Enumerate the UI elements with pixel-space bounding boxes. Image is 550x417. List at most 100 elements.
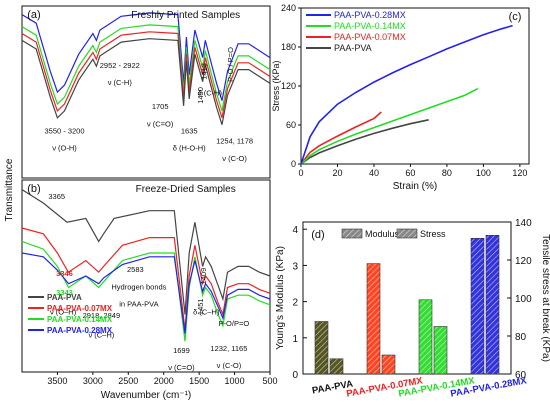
annotation: 3343 [56,288,73,297]
annotation: 1254, 1178 [216,137,253,146]
annotation: ν (C-H) [108,78,133,87]
spectrum-PAA-PVA [21,189,271,315]
x-tick-label: 40 [369,168,379,178]
panel-title: Freshly Printed Samples [131,10,240,21]
annotation: 1635 [181,126,198,135]
x-tick-label: 3500 [47,376,67,386]
spectrum-PAA-PVA-0.07MX [21,227,271,330]
y-tick-label: 240 [281,3,296,13]
x-tick-label: 2500 [118,376,138,386]
legend-entry: PAA-PVA [334,43,372,53]
y-tick-label: 3 [292,261,298,272]
y-tick-label: 1 [292,334,298,345]
y2-tick-label: 140 [515,218,532,229]
legend-entry: PAA-PVA-0.07MX [47,304,113,313]
y2-tick-label: 60 [515,370,527,381]
legend-entry: PAA-PVA-0.14MX [47,315,113,324]
legend-entry: PAA-PVA-0.07MX [334,32,406,42]
annotation: 1451 [196,298,205,315]
y-tick-label: 180 [281,42,296,52]
y-axis-label: Transmittance [4,158,15,221]
panel-d: 0 1 2 3 4 60 80 100 120 140 Young's Modulus (KPa) T… [275,218,550,400]
legend-swatch [396,228,418,239]
annotation: ν (C=O) [168,363,195,372]
annotation: ν (O-H) [52,143,77,152]
x-tick-label: 20 [332,168,342,178]
y2-tick-label: 80 [515,332,527,343]
y-tick-label: 120 [281,81,296,91]
annotation: δ (C–H) [193,307,220,316]
x-tick-label: 80 [442,168,452,178]
legend-entry: Modulus [365,229,400,239]
x-tick-label: 120 [512,168,527,178]
bar-stress [485,235,500,375]
legend-entry: Stress [420,229,446,239]
y-tick-label: 2 [292,298,298,309]
bar-stress [329,358,344,375]
annotation: 3365 [48,192,65,201]
y-tick-label: 0 [292,370,298,381]
panel-label: (a) [27,9,40,21]
bar-stress [381,354,396,375]
bar-modulus [366,263,381,375]
annotation: 1413 [200,63,209,80]
annotation: ν (C–H) [88,330,114,339]
curve-PAA-PVA-0.14MX [300,87,479,165]
panel-label: (d) [311,229,324,241]
y2-axis-label: Tensile stress at break (KPa) [540,234,550,362]
x-tick-label: 1000 [225,376,245,386]
annotation: P-O / P=O [226,47,235,82]
curve-PAA-PVA-0.28MX [300,24,513,165]
y-tick-label: 4 [292,225,298,236]
y-axis-label: Young's Modulus (KPa) [275,246,286,350]
y-tick-label: 60 [286,120,296,130]
panel-a: (a) Freshly Printed Samples 3550 - 3200 ν (… [21,5,271,179]
panel-title: Freeze-Dried Samples [136,184,236,195]
spectrum-PAA-PVA [21,38,271,125]
x-tick-label: 1500 [189,376,209,386]
annotation: 2583 [127,265,144,274]
annotation: 1450 [196,87,205,104]
annotation: ν (C-O) [217,361,242,370]
x-tick-label: 500 [262,376,277,386]
legend-entry: PAA-PVA-0.28MX [47,326,113,335]
x-tick-label: 100 [476,168,491,178]
bar-stress [433,326,448,375]
annotation: P-O/P=O [219,319,250,328]
bar-modulus [314,321,329,375]
panel-b: (b) Freeze-Dried Samples 3365 3346 3343 ν (O–… [21,179,278,401]
annotation: 1699 [173,346,190,355]
annotation: ν (C=O) [147,119,174,128]
x-axis-label: Wavenumber (cm⁻¹) [101,390,191,401]
spectrum-PAA-PVA-0.28MX [21,252,271,334]
annotation: 2952 - 2922 [100,61,140,70]
panel-frame [21,5,271,179]
x-axis-label: Strain (%) [393,181,437,192]
panel-label: (c) [509,11,522,23]
annotation: Hydrogen bonds [111,282,166,291]
legend-entry: PAA-PVA [47,293,82,302]
curve-PAA-PVA-0.07MX [300,111,382,165]
x-tick-label: 60 [405,168,415,178]
annotation: ν (C-O) [222,154,247,163]
annotation: 1232, 1165 [210,344,247,353]
y2-tick-label: 120 [515,256,532,267]
x-tick-label: 2000 [154,376,174,386]
annotation: 2918, 2849 [83,311,121,320]
legend-swatch [341,228,363,239]
annotation: 3346 [56,269,73,278]
annotation: δ (C-H) [197,88,222,97]
annotation: 1705 [152,102,169,111]
curve-PAA-PVA [300,119,429,165]
annotation: 1409 [199,268,208,285]
annotation: in PAA-PVA [119,300,158,309]
panel-c: 0 60 120 180 240 0 20 40 60 80 100 120 Strain (%) Str… [271,3,530,192]
annotation: δ (H-O-H) [173,143,206,152]
annotation: 3550 - 3200 [44,126,84,135]
y-tick-label: 0 [291,159,296,169]
bar-modulus [470,237,485,375]
bar-modulus [418,299,433,375]
x-tick-label: 3000 [83,376,103,386]
